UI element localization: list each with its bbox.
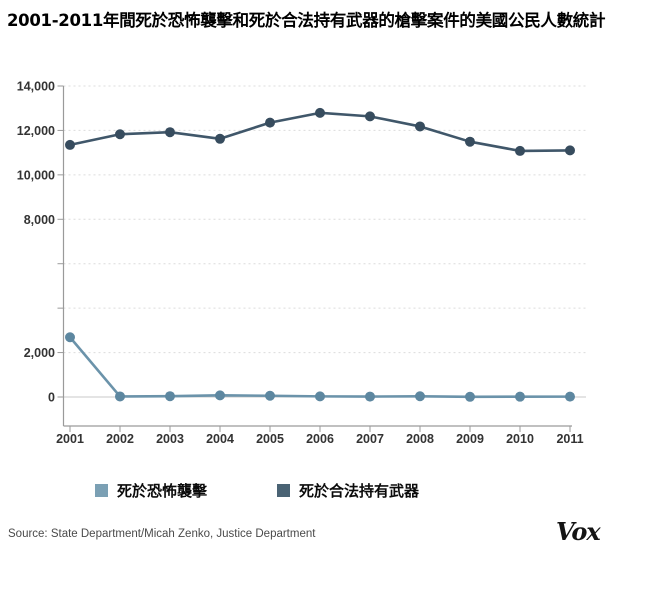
- y-axis-label: 0: [48, 391, 55, 405]
- legend-swatch-terrorism-icon: [95, 483, 108, 497]
- data-point: [265, 390, 275, 401]
- x-axis-label: 2011: [556, 432, 583, 446]
- y-axis-label: 2,000: [24, 346, 55, 360]
- x-axis-label: 2009: [456, 432, 484, 446]
- chart-title: 2001-2011年間死於恐怖襲擊和死於合法持有武器的槍擊案件的美國公民人數統計: [7, 11, 606, 30]
- series-line-1: [68, 111, 572, 153]
- data-point: [365, 111, 375, 122]
- data-point: [565, 145, 575, 156]
- legend-swatch-guns-icon: [277, 483, 290, 497]
- x-axis-label: 2010: [506, 432, 534, 446]
- y-axis-label: 12,000: [17, 124, 55, 138]
- data-point: [115, 129, 125, 140]
- data-point: [415, 391, 425, 402]
- legend-label-terrorism: 死於恐怖襲擊: [117, 481, 208, 500]
- x-axis-label: 2005: [256, 432, 284, 446]
- x-axis-label: 2003: [156, 432, 184, 446]
- x-axis-label: 2008: [406, 432, 434, 446]
- data-point: [315, 391, 325, 402]
- y-axis-label: 8,000: [24, 213, 55, 227]
- series-line-0: [68, 335, 572, 399]
- data-point: [215, 133, 225, 144]
- data-point: [415, 121, 425, 132]
- x-axis-label: 2001: [56, 432, 84, 446]
- chart-legend: 死於恐怖襲擊 死於合法持有武器: [0, 481, 646, 501]
- data-point: [265, 117, 275, 128]
- data-point: [515, 145, 525, 156]
- legend-label-guns: 死於合法持有武器: [299, 481, 420, 500]
- x-axis-label: 2006: [306, 432, 334, 446]
- data-point: [115, 391, 125, 402]
- data-point: [315, 107, 325, 118]
- data-point: [465, 391, 475, 402]
- x-axis-label: 2002: [106, 432, 134, 446]
- data-point: [365, 391, 375, 402]
- source-credit: Source: State Department/Micah Zenko, Ju…: [8, 528, 316, 540]
- data-point: [165, 391, 175, 402]
- data-point: [565, 391, 575, 402]
- data-point: [215, 390, 225, 401]
- y-axis-label: 10,000: [17, 168, 55, 182]
- data-point: [465, 136, 475, 147]
- x-axis-label: 2007: [356, 432, 384, 446]
- vox-logo: Vox: [556, 517, 601, 546]
- data-point: [515, 391, 525, 402]
- legend-item-guns: 死於合法持有武器: [277, 481, 420, 500]
- data-point: [65, 332, 75, 343]
- y-axis-label: 14,000: [17, 80, 55, 94]
- data-point: [165, 127, 175, 138]
- x-axis-label: 2004: [206, 432, 234, 446]
- legend-item-terrorism: 死於恐怖襲擊: [95, 481, 208, 500]
- data-point: [65, 139, 75, 150]
